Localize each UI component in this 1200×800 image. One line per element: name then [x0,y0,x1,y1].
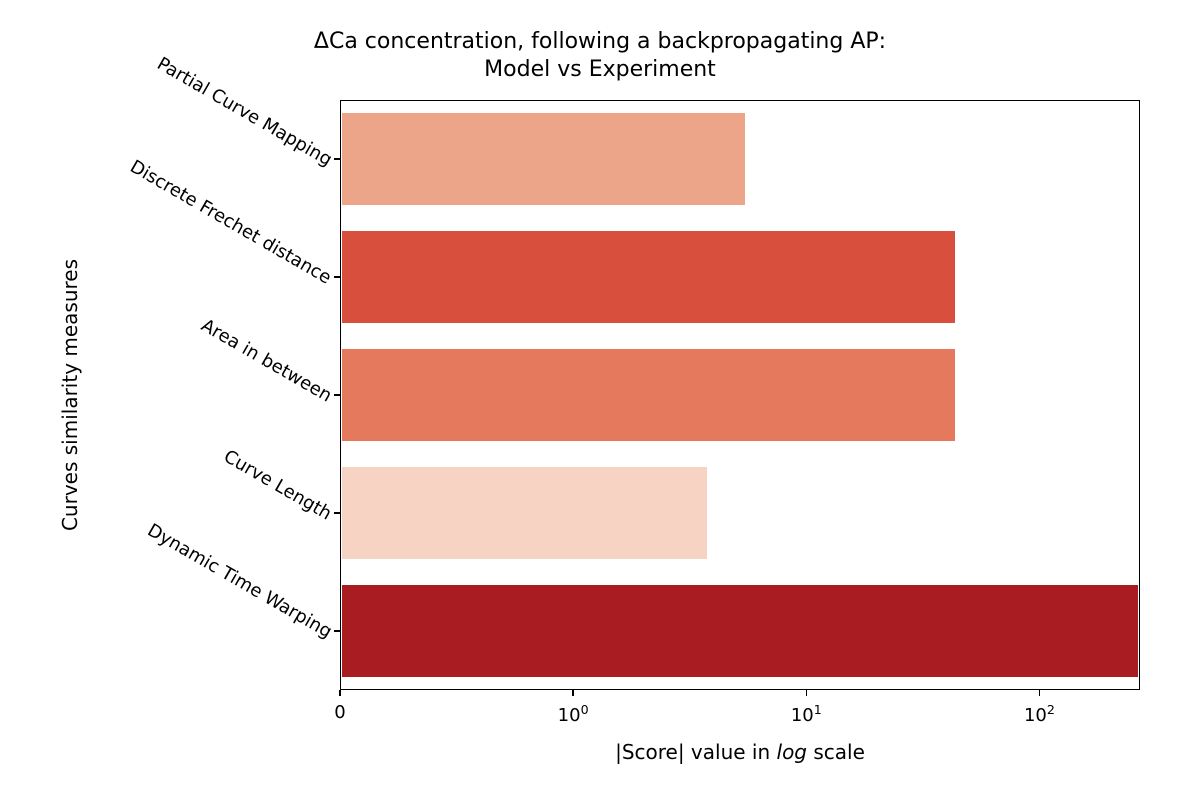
chart-title-line1: ΔCa concentration, following a backpropa… [314,29,886,54]
y-tick-label: Discrete Frechet distance [127,156,335,288]
bar [342,231,956,323]
y-tick-mark [334,394,340,396]
y-tick-label: Dynamic Time Warping [144,520,336,643]
x-tick-label: 101 [791,702,822,726]
x-tick-mark [1039,690,1041,696]
bar [342,467,708,559]
x-axis-label-italic: log [777,740,808,764]
x-axis-label: |Score| value in log scale [340,740,1140,764]
y-tick-mark [334,276,340,278]
x-tick-mark [572,690,574,696]
y-tick-mark [334,512,340,514]
x-tick-label: 100 [558,702,589,726]
bar [342,349,956,441]
x-tick-label: 0 [334,702,345,723]
y-tick-mark [334,630,340,632]
x-tick-mark [339,690,341,696]
x-axis-label-suffix: scale [807,740,865,764]
chart-container: ΔCa concentration, following a backpropa… [0,0,1200,800]
x-axis-label-prefix: |Score| value in [615,740,776,764]
y-tick-label: Area in between [197,315,335,407]
x-tick-mark [806,690,808,696]
x-tick-label: 102 [1024,702,1055,726]
y-axis-label: Curves similarity measures [58,259,82,531]
y-tick-label: Curve Length [220,446,335,525]
bar [342,113,746,205]
bar [342,585,1138,677]
chart-title-line2: Model vs Experiment [484,57,716,82]
y-tick-mark [334,158,340,160]
